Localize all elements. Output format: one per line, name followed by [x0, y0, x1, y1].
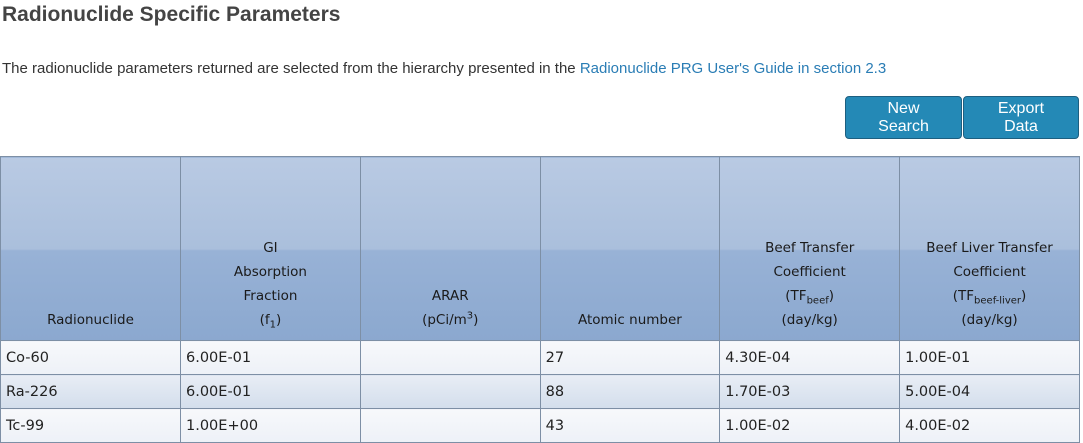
table-cell: 1.00E+00	[180, 408, 361, 443]
header-text: (f	[259, 312, 270, 328]
users-guide-link[interactable]: Radionuclide PRG User's Guide in section…	[579, 60, 887, 77]
header-line: (day/kg)	[720, 308, 899, 332]
header-line: Beef Transfer	[720, 236, 899, 260]
header-text: )	[1021, 288, 1027, 304]
header-line: (f1)	[181, 308, 360, 332]
table-cell: 6.00E-01	[180, 340, 361, 375]
page-title: Radionuclide Specific Parameters	[2, 3, 341, 26]
header-text: )	[276, 312, 282, 328]
table-row: Tc-99 1.00E+00 43 1.00E-02 4.00E-02	[0, 408, 1080, 443]
header-text: Beef Liver Transfer	[926, 240, 1053, 256]
subscript: 1	[269, 319, 277, 331]
header-text: (TF	[952, 288, 975, 304]
header-line: Coefficient	[720, 260, 899, 284]
header-text: )	[828, 288, 835, 304]
header-line: ARAR	[361, 284, 540, 308]
header-text: ARAR	[431, 288, 469, 304]
header-line: (TFbeef)	[720, 284, 899, 308]
column-header: Atomic number	[539, 156, 721, 341]
subscript: beef	[806, 295, 829, 307]
header-line: Fraction	[181, 284, 360, 308]
table-row: Co-60 6.00E-01 27 4.30E-04 1.00E-01	[0, 340, 1080, 375]
table-cell: 27	[539, 340, 721, 375]
header-line: Atomic number	[541, 308, 720, 332]
table-cell: Co-60	[0, 340, 181, 375]
header-text: (TF	[785, 288, 807, 304]
header-text: Beef Transfer	[765, 240, 855, 256]
table-cell: 4.00E-02	[899, 408, 1080, 443]
header-line: Radionuclide	[1, 308, 180, 332]
intro-sentence: The radionuclide parameters returned are…	[2, 60, 580, 77]
header-text: )	[473, 312, 479, 328]
table-cell: 6.00E-01	[180, 374, 361, 409]
column-header: Beef Transfer Coefficient (TFbeef) (day/kg)	[719, 156, 901, 341]
header-line: Beef Liver Transfer	[900, 236, 1079, 260]
table-cell: 88	[539, 374, 721, 409]
header-text: (day/kg)	[961, 312, 1018, 328]
table-cell: 1.00E-01	[899, 340, 1080, 375]
table-cell	[359, 408, 541, 443]
header-text: (pCi/m	[422, 312, 467, 328]
header-text: GI	[263, 240, 278, 256]
header-text: Fraction	[243, 288, 298, 304]
superscript: 3	[466, 310, 474, 322]
table-row: Ra-226 6.00E-01 88 1.70E-03 5.00E-04	[0, 374, 1080, 409]
table-cell: 43	[539, 408, 721, 443]
table-cell: 1.00E-02	[719, 408, 901, 443]
table-cell: 5.00E-04	[899, 374, 1080, 409]
column-header: Radionuclide	[0, 156, 181, 341]
header-line: (TFbeef-liver)	[900, 284, 1079, 308]
export-data-button[interactable]: Export Data	[963, 96, 1079, 139]
table-cell	[359, 340, 541, 375]
header-text: Radionuclide	[47, 312, 134, 328]
header-text: Coefficient	[773, 264, 846, 280]
parameters-table: Radionuclide GI Absorption Fraction (f1) ARAR…	[0, 156, 1080, 443]
action-buttons: New Search Export Data	[845, 96, 1079, 139]
column-header: ARAR (pCi/m3)	[359, 156, 541, 341]
column-header: Beef Liver Transfer Coefficient (TFbeef-li…	[899, 156, 1080, 341]
intro-text: The radionuclide parameters returned are…	[2, 60, 886, 77]
subscript: beef-liver	[974, 295, 1022, 307]
header-line: (day/kg)	[900, 308, 1079, 332]
table-cell: 1.70E-03	[719, 374, 901, 409]
table-cell: Tc-99	[0, 408, 181, 443]
header-line: (pCi/m3)	[361, 308, 540, 332]
header-text: (day/kg)	[781, 312, 838, 328]
header-line: Absorption	[181, 260, 360, 284]
new-search-button[interactable]: New Search	[845, 96, 962, 139]
table-cell: 4.30E-04	[719, 340, 901, 375]
header-row: Radionuclide GI Absorption Fraction (f1) ARAR…	[0, 156, 1080, 341]
header-text: Coefficient	[953, 264, 1026, 280]
header-line: Coefficient	[900, 260, 1079, 284]
header-line: GI	[181, 236, 360, 260]
column-header: GI Absorption Fraction (f1)	[180, 156, 361, 341]
header-text: Absorption	[233, 264, 307, 280]
header-text: Atomic number	[577, 312, 682, 328]
table-cell	[359, 374, 541, 409]
table-cell: Ra-226	[0, 374, 181, 409]
